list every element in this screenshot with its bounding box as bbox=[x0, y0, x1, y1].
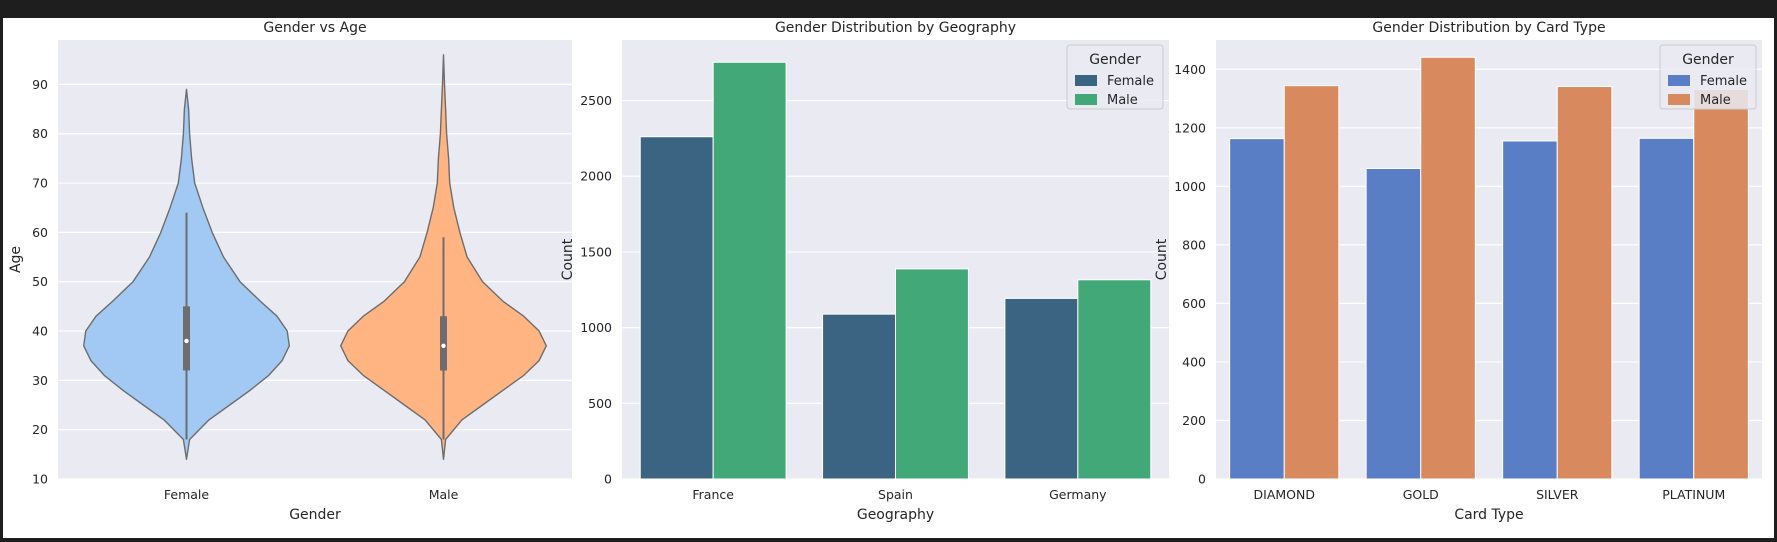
y-tick-label: 200 bbox=[1182, 413, 1206, 428]
legend-box bbox=[1659, 44, 1757, 110]
legend-swatch bbox=[1668, 75, 1690, 86]
bar-male-france bbox=[712, 61, 787, 480]
y-tick-label: 400 bbox=[1182, 354, 1206, 369]
y-tick-label: 80 bbox=[32, 126, 48, 141]
y-tick-label: 0 bbox=[604, 472, 612, 487]
y-tick-label: 1500 bbox=[580, 244, 612, 259]
x-tick-label: GOLD bbox=[1403, 487, 1439, 502]
y-tick-label: 60 bbox=[32, 225, 48, 240]
bar-female-spain bbox=[822, 313, 896, 480]
x-tick-label: Germany bbox=[1049, 487, 1107, 502]
bar-female-platinum bbox=[1638, 137, 1695, 480]
x-tick-label: PLATINUM bbox=[1662, 487, 1725, 502]
y-axis-label: Count bbox=[1154, 238, 1170, 280]
x-tick-label: SILVER bbox=[1536, 487, 1579, 502]
bar-male-spain bbox=[895, 268, 969, 480]
y-tick-label: 1000 bbox=[1174, 179, 1206, 194]
y-tick-label: 500 bbox=[588, 396, 612, 411]
violin-median bbox=[184, 338, 189, 344]
bar-male-germany bbox=[1077, 279, 1152, 480]
x-tick-label: Spain bbox=[878, 487, 913, 502]
y-tick-label: 50 bbox=[32, 274, 48, 289]
chart-title: Gender Distribution by Geography bbox=[775, 20, 1016, 36]
legend-box bbox=[1066, 44, 1164, 110]
bar-male-silver bbox=[1556, 86, 1613, 480]
bar-female-diamond bbox=[1229, 138, 1285, 480]
y-tick-label: 20 bbox=[32, 422, 48, 437]
legend-title: Gender bbox=[1089, 52, 1141, 68]
legend-title: Gender bbox=[1682, 52, 1734, 68]
y-tick-label: 1200 bbox=[1174, 120, 1206, 135]
bar-male-diamond bbox=[1283, 85, 1340, 480]
chart-title: Gender Distribution by Card Type bbox=[1372, 20, 1605, 36]
y-tick-label: 30 bbox=[32, 373, 48, 388]
y-tick-label: 800 bbox=[1182, 237, 1206, 252]
chart-title: Gender vs Age bbox=[263, 20, 366, 36]
bar-female-germany bbox=[1004, 297, 1079, 480]
bar-female-gold bbox=[1365, 167, 1422, 480]
violin-box bbox=[440, 316, 447, 371]
violin-box bbox=[183, 306, 190, 371]
y-tick-label: 2000 bbox=[580, 169, 612, 184]
legend-label: Female bbox=[1700, 74, 1747, 89]
y-axis-label: Age bbox=[8, 246, 24, 273]
bar-male-gold bbox=[1420, 56, 1476, 480]
y-tick-label: 1000 bbox=[580, 320, 612, 335]
x-tick-label: Male bbox=[429, 487, 459, 502]
chart-panel-3: 0 200 400 600 800 1000 1200 1400 Gender Distribu… bbox=[1154, 20, 1762, 523]
x-tick-label: France bbox=[692, 487, 734, 502]
bar-female-silver bbox=[1502, 140, 1558, 480]
x-tick-label: Female bbox=[164, 487, 210, 502]
y-tick-label: 90 bbox=[32, 77, 48, 92]
legend-swatch bbox=[1075, 75, 1097, 86]
violin-median bbox=[441, 343, 446, 349]
y-tick-label: 10 bbox=[32, 472, 48, 487]
chart-panel-2: 0 500 1000 1500 2000 2500 Gender Distribution … bbox=[560, 20, 1169, 523]
bar-male-platinum bbox=[1693, 88, 1749, 480]
x-axis-label: Geography bbox=[857, 507, 934, 523]
legend-swatch bbox=[1668, 94, 1690, 105]
legend-label: Male bbox=[1700, 93, 1731, 108]
y-tick-label: 600 bbox=[1182, 296, 1206, 311]
plot-area bbox=[58, 40, 572, 479]
bar-female-france bbox=[639, 136, 714, 480]
y-tick-label: 1400 bbox=[1174, 62, 1206, 77]
charts-svg: 10 20 30 40 50 60 70 80 90 Gender vs Age Gender Age… bbox=[8, 20, 1762, 523]
y-axis-label: Count bbox=[560, 238, 576, 280]
x-axis-label: Card Type bbox=[1454, 507, 1523, 523]
y-tick-label: 2500 bbox=[580, 93, 612, 108]
legend-label: Female bbox=[1107, 74, 1154, 89]
y-tick-label: 40 bbox=[32, 324, 48, 339]
y-tick-label: 70 bbox=[32, 176, 48, 191]
figure: 10 20 30 40 50 60 70 80 90 Gender vs Age Gender Age… bbox=[3, 18, 1774, 538]
x-tick-label: DIAMOND bbox=[1254, 487, 1315, 502]
legend-label: Male bbox=[1107, 93, 1138, 108]
y-tick-label: 0 bbox=[1198, 472, 1206, 487]
chart-panel-1: 10 20 30 40 50 60 70 80 90 Gender vs Age Gender Age… bbox=[8, 20, 572, 523]
x-axis-label: Gender bbox=[289, 507, 341, 523]
legend-swatch bbox=[1075, 94, 1097, 105]
